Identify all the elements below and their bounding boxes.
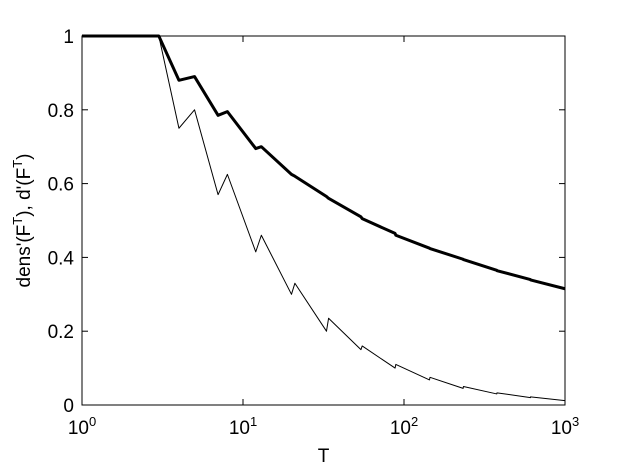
x-tick-label: 103​	[551, 414, 579, 439]
plot-frame	[81, 35, 566, 406]
x-tick-label: 102​	[390, 414, 418, 439]
y-tick-label: 0	[63, 396, 74, 417]
y-tick-label: 0.4	[48, 248, 75, 269]
y-tick-label: 0.6	[48, 175, 74, 196]
y-tick-label: 1	[63, 27, 74, 48]
x-tick-label: 101​	[229, 414, 257, 439]
data-line	[82, 34, 566, 291]
data-line	[82, 35, 566, 402]
y-axis-label: dens'(FT​), d'(FT​)	[10, 153, 35, 287]
y-tick-label: 0.2	[48, 322, 74, 343]
y-tick-label: 0.8	[48, 101, 74, 122]
x-tick-label: 100​	[68, 414, 96, 439]
x-axis-label: T	[318, 446, 330, 467]
